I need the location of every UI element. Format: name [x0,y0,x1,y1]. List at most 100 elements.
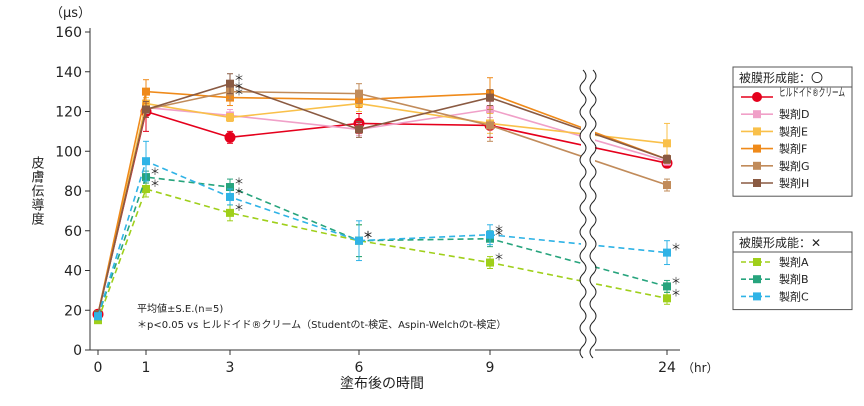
significance-mark: ＊ [671,276,681,287]
y-tick-label: 40 [64,264,82,280]
significance-mark: ＊ [234,177,244,188]
series-5 [94,73,671,319]
data-point [226,113,234,122]
x-axis-title: 塗布後の時間 [340,375,424,392]
x-unit-label: （hr） [682,361,719,375]
series-line [97,160,668,317]
x-tick-label: 6 [355,360,364,376]
note-line-2: ＊p<0.05 vs ヒルドイド®クリーム（Studentのt-検定、Aspin… [137,318,506,331]
data-point [142,105,150,114]
data-point [142,185,150,194]
data-point [355,125,363,134]
note-line-1: 平均値±S.E.(n=5) [137,302,223,315]
axis-break-band-top [583,68,593,360]
data-point [142,157,150,166]
data-point [663,181,671,190]
significance-mark: ＊ [671,288,681,299]
x-tick-label: 1 [142,360,151,376]
legend-label: 製剤B [779,272,809,286]
data-point [142,87,150,96]
series-line [97,176,668,317]
series-line [97,90,668,315]
legend-swatch-marker [752,92,762,102]
data-point [355,89,363,98]
legend-label: 製剤H [779,176,809,190]
significance-mark: ＊ [234,74,244,85]
significance-mark: ＊ [234,88,244,99]
series-line [97,188,668,321]
data-point [486,230,494,239]
series-line [97,102,668,315]
significance-mark: ＊ [363,231,373,242]
x-tick-label: 0 [94,360,103,376]
series-8 [94,140,671,321]
x-tick-label: 3 [226,360,235,376]
legend-swatch-marker [753,258,761,266]
significance-mark: ＊ [234,82,244,93]
y-tick-label: 120 [55,105,82,121]
significance-mark: ＊ [363,231,373,242]
significance-mark: ＊ [494,253,504,264]
y-tick-label: 20 [64,303,82,319]
axis-break-wave-left [579,69,587,359]
legend-swatch-marker [753,144,761,153]
x-tick-label: 24 [658,360,676,376]
legend-group-1: 被膜形成能：✕ 製剤A 製剤B 製剤C [732,231,853,311]
legend-label: 製剤D [779,107,809,121]
data-point [486,93,494,102]
data-point [226,192,234,201]
legend-label: 製剤F [779,142,807,156]
data-point [226,183,234,192]
legend-label: 製剤E [779,124,808,138]
legend-label: ヒルドイド®クリーム [779,86,845,99]
axis-break-layer [579,66,597,362]
data-point [226,208,234,217]
data-point [226,79,234,88]
data-point [663,248,671,257]
significance-mark: ＊ [363,231,373,242]
note-layer: 平均値±S.E.(n=5) ＊p<0.05 vs ヒルドイド®クリーム（Stud… [137,302,506,331]
legend-swatch-marker [753,292,761,301]
legend-swatch-marker [753,179,761,187]
legend-label: 製剤G [779,159,810,173]
significance-layer: ＊＊＊＊＊ ＊＊＊＊＊＊＊＊＊＊＊＊ [150,74,681,300]
significance-mark: ＊ [671,243,681,254]
data-point [486,258,494,267]
legend-label: 製剤A [779,255,809,269]
significance-mark: ＊ [150,179,160,190]
y-axis-title: 皮膚伝導度 [29,156,45,226]
legend-swatch-marker [753,110,761,119]
x-tick-label: 9 [486,360,495,376]
legend-label: 製剤C [779,289,809,303]
data-point [663,155,671,164]
y-tick-label: 60 [64,224,82,240]
significance-mark: ＊ [150,167,160,178]
significance-mark: ＊ [234,203,244,214]
series-line [97,82,668,315]
y-unit-label: （μs） [50,6,91,21]
significance-mark: ＊ [494,225,504,236]
y-tick-label: 100 [55,144,82,160]
data-point [486,121,494,130]
series-layer [92,73,673,325]
significance-mark: ＊ [494,229,504,240]
y-tick-label: 140 [55,65,82,81]
legend-title: 被膜形成能：〇 [739,71,823,85]
data-point [663,282,671,291]
data-point [663,139,671,148]
y-tick-label: 160 [55,25,82,41]
legend-title: 被膜形成能：✕ [739,236,821,250]
axes-layer: 0 20 40 60 80 100 120 140 160 （μs） 皮膚伝導度 0 1 3 6 9 24 （hr… [29,6,719,392]
y-tick-label: 0 [73,343,82,359]
significance-mark: ＊ [234,187,244,198]
axis-break-wave-right [589,69,597,359]
data-point [663,294,671,303]
data-point [94,312,102,321]
y-tick-label: 80 [64,184,82,200]
data-point [224,131,236,143]
legend-swatch-marker [753,275,761,284]
legend-swatch-marker [753,161,761,170]
